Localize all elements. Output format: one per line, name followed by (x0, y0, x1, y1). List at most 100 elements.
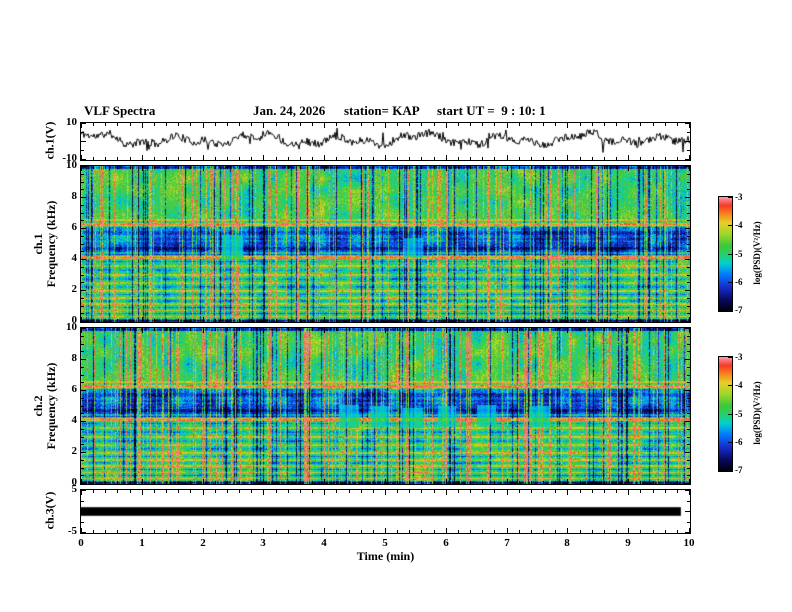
tick-mark (685, 141, 690, 142)
tick-mark (81, 328, 86, 329)
tick-mark (300, 328, 301, 331)
tick-mark (494, 481, 495, 484)
tick-mark (640, 157, 641, 160)
tick-mark (728, 357, 732, 358)
tick-mark (687, 351, 690, 352)
tick-mark (519, 481, 520, 484)
tick-mark (361, 166, 362, 169)
tick-mark (685, 159, 690, 160)
tick-mark (555, 490, 556, 493)
tick-mark (215, 157, 216, 160)
tick-mark (531, 490, 532, 493)
tick-mark (105, 166, 106, 169)
tick-mark (142, 166, 143, 171)
x-tick-label: 7 (504, 537, 510, 549)
tick-mark (409, 481, 410, 484)
tick-mark (251, 481, 252, 484)
tick-mark (300, 123, 301, 126)
tick-mark (190, 530, 191, 533)
tick-mark (117, 166, 118, 169)
y-tick-label: 4 (71, 414, 78, 426)
tick-mark (117, 123, 118, 126)
tick-mark (434, 481, 435, 484)
tick-mark (312, 123, 313, 126)
tick-mark (263, 528, 264, 533)
tick-mark (385, 490, 386, 495)
tick-mark (507, 155, 508, 160)
tick-mark (276, 490, 277, 493)
tick-mark (628, 528, 629, 533)
tick-mark (687, 150, 690, 151)
tick-mark (251, 530, 252, 533)
tick-mark (239, 166, 240, 169)
tick-mark (677, 490, 678, 493)
tick-mark (81, 351, 84, 352)
y-tick-label: 2 (71, 445, 78, 457)
tick-mark (276, 123, 277, 126)
tick-mark (507, 123, 508, 128)
tick-mark (604, 319, 605, 322)
tick-mark (687, 437, 690, 438)
panel-ch1-spectrogram (80, 165, 691, 323)
tick-mark (580, 481, 581, 484)
tick-mark (385, 328, 386, 333)
tick-mark (166, 481, 167, 484)
tick-mark (458, 481, 459, 484)
tick-mark (653, 530, 654, 533)
tick-mark (288, 481, 289, 484)
tick-mark (446, 528, 447, 533)
plot-title: VLF Spectra (84, 103, 156, 118)
tick-mark (470, 490, 471, 493)
tick-mark (81, 251, 84, 252)
tick-mark (687, 236, 690, 237)
tick-mark (324, 123, 325, 128)
plot-start-ut: start UT = 9 : 10: 1 (437, 103, 546, 118)
tick-mark (543, 490, 544, 493)
tick-mark (166, 157, 167, 160)
tick-mark (689, 166, 690, 171)
tick-mark (531, 166, 532, 169)
tick-mark (81, 205, 84, 206)
tick-mark (519, 328, 520, 331)
tick-mark (178, 530, 179, 533)
tick-mark (653, 166, 654, 169)
x-tick-label: 4 (321, 537, 327, 549)
colorbar-tick-label: -6 (735, 277, 743, 287)
tick-mark (215, 490, 216, 493)
tick-mark (130, 481, 131, 484)
colorbar-ch2-label: log(PSD)(V²/Hz) (752, 381, 762, 445)
tick-mark (373, 481, 374, 484)
tick-mark (105, 319, 106, 322)
tick-mark (616, 157, 617, 160)
tick-mark (685, 197, 690, 198)
tick-mark (687, 429, 690, 430)
tick-mark (142, 328, 143, 333)
tick-mark (81, 141, 86, 142)
y-tick-label: 10 (66, 321, 77, 333)
tick-mark (470, 481, 471, 484)
tick-mark (105, 157, 106, 160)
tick-mark (130, 166, 131, 169)
tick-mark (81, 501, 84, 502)
tick-mark (81, 437, 84, 438)
tick-mark (276, 328, 277, 331)
tick-mark (592, 490, 593, 493)
tick-mark (81, 155, 82, 160)
tick-mark (689, 155, 690, 160)
tick-mark (446, 479, 447, 484)
tick-mark (239, 490, 240, 493)
tick-mark (640, 319, 641, 322)
tick-mark (604, 481, 605, 484)
y-tick-label: 2 (71, 283, 78, 295)
tick-mark (494, 157, 495, 160)
tick-mark (324, 328, 325, 333)
tick-mark (543, 319, 544, 322)
tick-mark (446, 317, 447, 322)
tick-mark (543, 157, 544, 160)
tick-mark (685, 228, 690, 229)
tick-mark (239, 328, 240, 331)
tick-mark (580, 490, 581, 493)
tick-mark (312, 490, 313, 493)
tick-mark (130, 157, 131, 160)
tick-mark (531, 319, 532, 322)
